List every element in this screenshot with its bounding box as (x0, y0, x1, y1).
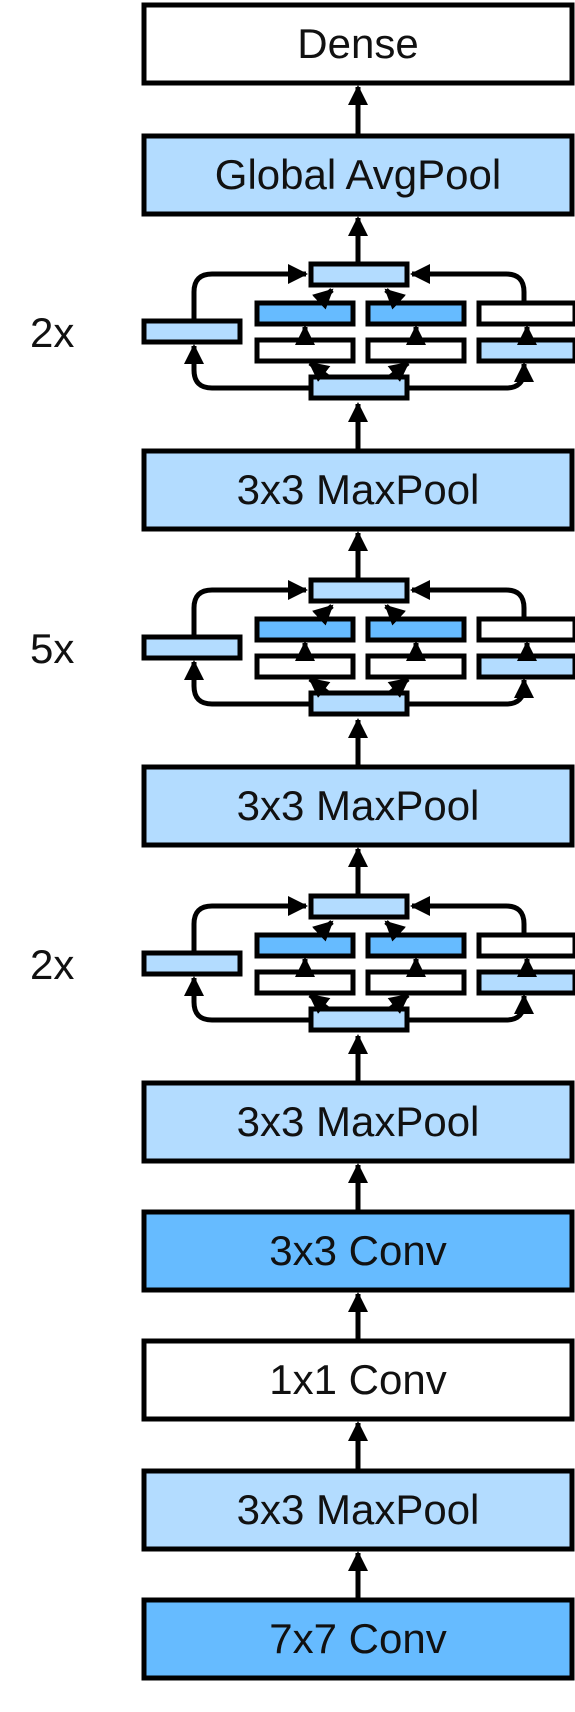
path1-block (141, 950, 243, 977)
arrow-branch (184, 344, 311, 391)
concat-block (308, 261, 410, 288)
arrow-branch (308, 677, 331, 698)
arrow-merge (410, 264, 527, 303)
path3-bottom-block (365, 337, 467, 364)
path4-top-block (476, 932, 575, 959)
path2-top-block (254, 616, 356, 643)
input-block (308, 1006, 410, 1033)
inception-block-group (141, 893, 575, 1033)
layer-conv-7x7-label: 7x7 Conv (269, 1615, 446, 1662)
path1-block (141, 634, 243, 661)
arrow-branch (387, 361, 410, 382)
layer-conv-1x1-label: 1x1 Conv (269, 1356, 446, 1403)
input-block (308, 374, 410, 401)
arrow-branch (184, 976, 311, 1023)
path4-top-block (476, 300, 575, 327)
concat-block (308, 577, 410, 604)
path4-bottom-block (476, 969, 575, 996)
layer-maxpool-0: 3x3 MaxPool (141, 1468, 575, 1552)
arrow-branch (308, 361, 331, 382)
arrow-branch (387, 993, 410, 1014)
path3-bottom-block (365, 969, 467, 996)
arrow-branch (387, 677, 410, 698)
arrow-merge (191, 580, 308, 637)
path3-top-block (365, 616, 467, 643)
inception-groups (141, 261, 575, 1033)
arrow-branch (407, 994, 534, 1023)
path2-top-block (254, 300, 356, 327)
path3-top-block (365, 300, 467, 327)
path2-top-block (254, 932, 356, 959)
path4-bottom-block (476, 653, 575, 680)
layer-conv-3x3: 3x3 Conv (141, 1209, 575, 1293)
arrow-branch (184, 660, 311, 707)
concat-block (308, 893, 410, 920)
path2-bottom-block (254, 969, 356, 996)
layer-maxpool-2: 3x3 MaxPool (141, 764, 575, 848)
arrow-merge (384, 920, 406, 942)
layer-dense: Dense (141, 2, 575, 86)
arrow-branch (308, 993, 331, 1014)
layer-maxpool-2-label: 3x3 MaxPool (237, 782, 480, 829)
arrow-merge (410, 896, 527, 935)
layer-maxpool-3: 3x3 MaxPool (141, 448, 575, 532)
path3-top-block (365, 932, 467, 959)
arrow-branch (407, 678, 534, 707)
path1-block (141, 318, 243, 345)
arrow-merge (384, 288, 406, 310)
layer-conv-1x1: 1x1 Conv (141, 1338, 575, 1422)
repeat-label-middle: 5x (30, 625, 74, 672)
input-block (308, 690, 410, 717)
repeat-label-top: 2x (30, 309, 74, 356)
path2-bottom-block (254, 337, 356, 364)
layer-dense-label: Dense (297, 20, 418, 67)
arrow-merge (384, 604, 406, 626)
arrow-branch (407, 362, 534, 391)
arrow-merge (312, 920, 334, 942)
path2-bottom-block (254, 653, 356, 680)
repeat-label-bottom: 2x (30, 941, 74, 988)
layer-maxpool-3-label: 3x3 MaxPool (237, 466, 480, 513)
arrow-merge (410, 580, 527, 619)
path4-top-block (476, 616, 575, 643)
layer-maxpool-1: 3x3 MaxPool (141, 1080, 575, 1164)
path3-bottom-block (365, 653, 467, 680)
arrow-merge (312, 604, 334, 626)
layer-maxpool-1-label: 3x3 MaxPool (237, 1098, 480, 1145)
layer-maxpool-0-label: 3x3 MaxPool (237, 1486, 480, 1533)
arrow-merge (191, 896, 308, 953)
inception-block-group (141, 577, 575, 717)
arrow-merge (312, 288, 334, 310)
inception-block-group (141, 261, 575, 401)
layer-conv-7x7: 7x7 Conv (141, 1597, 575, 1681)
arrow-merge (191, 264, 308, 321)
layer-global-avgpool: Global AvgPool (141, 133, 575, 217)
path4-bottom-block (476, 337, 575, 364)
layer-global-avgpool-label: Global AvgPool (215, 151, 501, 198)
layer-conv-3x3-label: 3x3 Conv (269, 1227, 446, 1274)
